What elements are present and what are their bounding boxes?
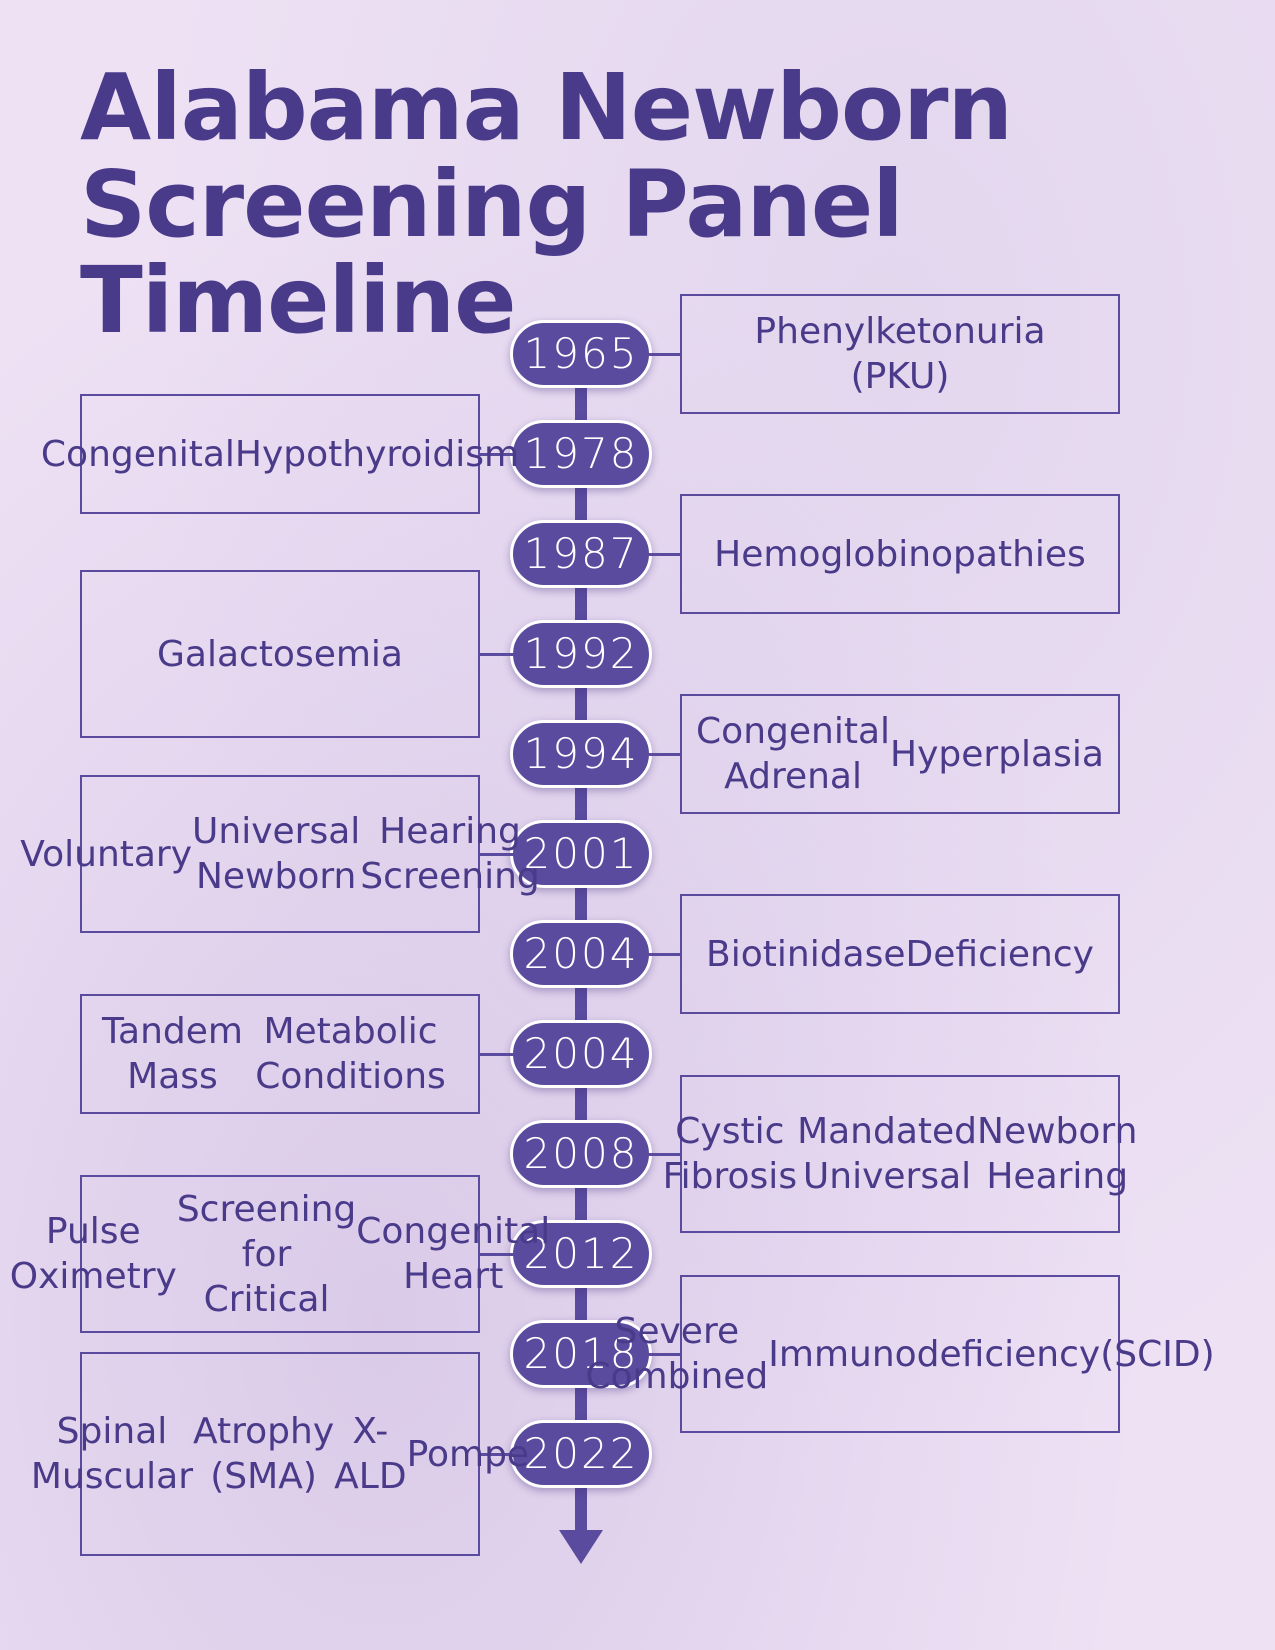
timeline-entry: CongenitalHypothyroidism [80, 394, 480, 514]
timeline-entry: Congenital AdrenalHyperplasia [680, 694, 1120, 814]
timeline-entry-line: Spinal Muscular [31, 1409, 193, 1499]
year-pill: 1987 [510, 520, 652, 588]
timeline-arrowhead [559, 1530, 603, 1564]
timeline-entry-line: Congenital [41, 432, 235, 477]
timeline-entry-line: Universal Newborn [192, 809, 360, 899]
title-line1: Alabama Newborn [80, 54, 1012, 161]
timeline-entry-line: Tandem Mass [102, 1009, 243, 1099]
connector-line [480, 653, 520, 656]
timeline-entry: Hemoglobinopathies [680, 494, 1120, 614]
timeline-entry-line: Phenylketonuria (PKU) [702, 309, 1098, 399]
timeline-entry: Galactosemia [80, 570, 480, 738]
timeline-entry-line: Biotinidase [706, 932, 905, 977]
timeline-entry-line: Congenital Adrenal [696, 709, 890, 799]
timeline-entry: Spinal MuscularAtrophy (SMA)X-ALDPompe [80, 1352, 480, 1556]
timeline-entry-line: Voluntary [20, 832, 192, 877]
timeline-entry-line: Hyperplasia [890, 732, 1104, 777]
timeline-entry-line: Screening for Critical [177, 1187, 356, 1322]
connector-line [480, 1053, 520, 1056]
timeline-entry-line: Atrophy (SMA) [193, 1409, 334, 1499]
timeline-entry: Severe CombinedImmunodeficiency(SCID) [680, 1275, 1120, 1433]
timeline-entry-line: X-ALD [334, 1409, 406, 1499]
timeline-entry-line: Cystic Fibrosis [663, 1109, 797, 1199]
timeline-entry-line: Immunodeficiency [768, 1332, 1100, 1377]
connector-line [642, 753, 682, 756]
timeline-entry-line: Deficiency [906, 932, 1094, 977]
connector-line [642, 553, 682, 556]
connector-line [642, 353, 682, 356]
timeline-entry: BiotinidaseDeficiency [680, 894, 1120, 1014]
timeline-entry-line: Severe Combined [585, 1309, 768, 1399]
timeline-entry-line: Hearing Screening [360, 809, 539, 899]
timeline-entry-line: (SCID) [1100, 1332, 1214, 1377]
timeline-entry-line: Congenital Heart [356, 1209, 550, 1299]
timeline-entry-line: Pulse Oximetry [10, 1209, 177, 1299]
year-pill: 1978 [510, 420, 652, 488]
year-pill: 1994 [510, 720, 652, 788]
timeline-entry: Pulse OximetryScreening for CriticalCong… [80, 1175, 480, 1333]
year-pill: 2004 [510, 920, 652, 988]
year-pill: 1992 [510, 620, 652, 688]
timeline-entry-line: Mandated Universal [797, 1109, 977, 1199]
timeline-entry: VoluntaryUniversal NewbornHearing Screen… [80, 775, 480, 933]
timeline-entry-line: Newborn Hearing [977, 1109, 1137, 1199]
timeline-entry-line: Hypothyroidism [235, 432, 519, 477]
year-pill: 2004 [510, 1020, 652, 1088]
timeline-entry: Cystic FibrosisMandated UniversalNewborn… [680, 1075, 1120, 1233]
year-pill: 2022 [510, 1420, 652, 1488]
timeline-entry: Phenylketonuria (PKU) [680, 294, 1120, 414]
year-pill: 2008 [510, 1120, 652, 1188]
timeline-entry-line: Metabolic Conditions [243, 1009, 458, 1099]
timeline-container: 1965Phenylketonuria (PKU)1978CongenitalH… [0, 320, 1275, 1600]
timeline-entry-line: Hemoglobinopathies [714, 532, 1086, 577]
year-pill: 1965 [510, 320, 652, 388]
connector-line [642, 953, 682, 956]
timeline-entry-line: Galactosemia [157, 632, 403, 677]
timeline-entry-line: Pompe [407, 1432, 530, 1477]
timeline-entry: Tandem MassMetabolic Conditions [80, 994, 480, 1114]
